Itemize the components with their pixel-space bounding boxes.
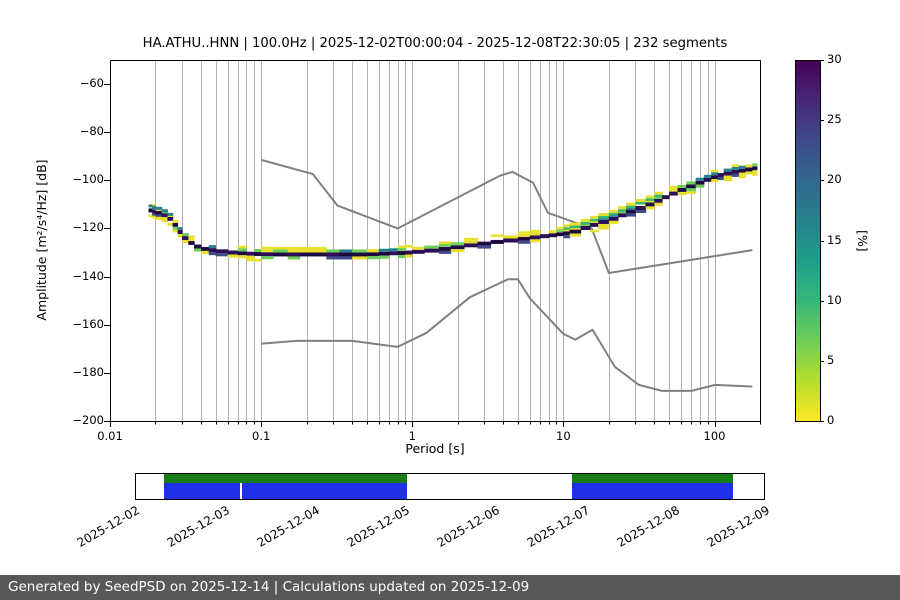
timeline-segment-blue (572, 483, 734, 499)
x-tick-label: 100 (703, 429, 726, 443)
colorbar-tick-label: 30 (827, 52, 842, 66)
x-tick-label: 10 (556, 429, 571, 443)
y-tick-label: −200 (72, 413, 104, 427)
plot-title: HA.ATHU..HNN | 100.0Hz | 2025-12-02T00:0… (142, 36, 728, 51)
colorbar-tick-label: 5 (827, 352, 835, 367)
colorbar-tick-label: 15 (827, 232, 842, 247)
colorbar-tick-label: 20 (827, 172, 842, 187)
x-axis-label: Period [s] (405, 441, 465, 456)
colorbar-tick-label: 25 (827, 112, 842, 127)
colorbar-tick-label: 0 (827, 413, 835, 427)
timeline-segment-green (163, 474, 408, 483)
timeline-segment-green (572, 474, 734, 483)
footer-bar: Generated by SeedPSD on 2025-12-14 | Cal… (0, 575, 900, 600)
x-tick-label: 1 (408, 429, 416, 443)
timeline-gap-mark (239, 483, 242, 499)
y-tick-label: −60 (79, 76, 104, 91)
footer-text: Generated by SeedPSD on 2025-12-14 | Cal… (8, 579, 530, 595)
colorbar-tick-label: 10 (827, 292, 842, 307)
timeline-availability-bar (135, 473, 765, 500)
y-tick-label: −100 (72, 172, 104, 187)
timeline-segment-blue (163, 483, 408, 499)
y-tick-label: −160 (72, 316, 104, 331)
x-tick-label: 0.1 (251, 429, 271, 443)
y-tick-label: −140 (72, 268, 104, 283)
y-tick-label: −180 (72, 364, 104, 379)
y-tick-label: −120 (72, 220, 104, 235)
x-tick-label: 0.01 (97, 429, 123, 443)
y-tick-label: −80 (79, 124, 104, 139)
